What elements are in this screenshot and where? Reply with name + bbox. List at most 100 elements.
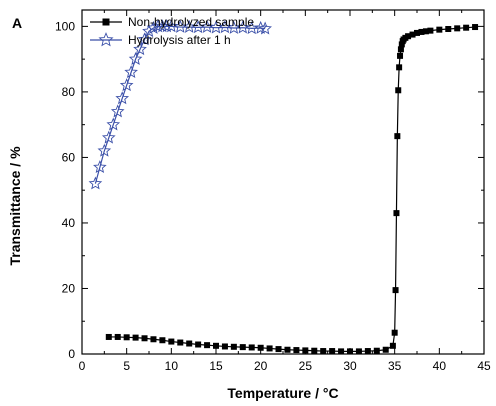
data-point bbox=[373, 347, 380, 354]
data-point bbox=[347, 348, 353, 355]
data-point bbox=[355, 348, 362, 355]
data-point bbox=[213, 342, 219, 349]
data-point bbox=[454, 25, 461, 32]
x-tick-label: 5 bbox=[123, 359, 130, 373]
x-tick-label: 30 bbox=[343, 359, 357, 373]
data-point bbox=[397, 46, 404, 53]
data-point bbox=[105, 333, 112, 340]
data-point bbox=[422, 28, 429, 35]
data-point bbox=[427, 27, 434, 34]
y-tick-label: 0 bbox=[68, 347, 75, 361]
data-point bbox=[248, 344, 255, 351]
data-point bbox=[398, 41, 405, 48]
data-point bbox=[230, 343, 237, 350]
data-point bbox=[258, 21, 272, 35]
data-point bbox=[164, 19, 179, 33]
data-point bbox=[186, 340, 193, 347]
data-point bbox=[284, 346, 291, 353]
data-point bbox=[257, 344, 264, 351]
data-point bbox=[124, 65, 138, 79]
y-tick-label: 60 bbox=[62, 150, 76, 164]
legend-marker bbox=[98, 32, 114, 47]
data-point bbox=[177, 339, 184, 346]
data-point bbox=[142, 24, 156, 38]
data-point bbox=[195, 341, 202, 348]
legend-marker bbox=[102, 18, 110, 26]
data-point bbox=[123, 334, 130, 341]
y-tick-label: 100 bbox=[55, 19, 75, 33]
x-tick-label: 15 bbox=[209, 359, 223, 373]
x-tick-label: 25 bbox=[299, 359, 313, 373]
data-point bbox=[472, 24, 479, 31]
data-point bbox=[204, 342, 211, 349]
data-point bbox=[382, 346, 389, 353]
data-point bbox=[396, 64, 403, 71]
data-point bbox=[160, 19, 174, 33]
data-point bbox=[106, 117, 121, 131]
data-point bbox=[137, 32, 152, 46]
data-point bbox=[391, 329, 398, 336]
data-point bbox=[119, 78, 134, 92]
legend: Non-hydrolyzed sample Hydrolysis after 1 … bbox=[90, 15, 254, 47]
data-point bbox=[97, 143, 112, 157]
x-tick-label: 0 bbox=[79, 359, 86, 373]
data-point bbox=[389, 342, 396, 349]
series-2 bbox=[88, 19, 272, 190]
panel-label: A bbox=[12, 15, 22, 31]
y-axis-label: Transmittance / % bbox=[7, 146, 23, 266]
data-point bbox=[320, 348, 327, 355]
data-point bbox=[395, 87, 402, 94]
legend-label: Non-hydrolyzed sample bbox=[128, 15, 254, 29]
x-tick-label: 45 bbox=[477, 359, 491, 373]
data-point bbox=[445, 26, 452, 33]
data-point bbox=[110, 104, 125, 118]
data-point bbox=[397, 52, 404, 59]
data-point bbox=[293, 347, 300, 354]
y-tick-label: 80 bbox=[62, 85, 76, 99]
data-point bbox=[114, 333, 121, 340]
plot-frame bbox=[81, 9, 485, 355]
data-point bbox=[133, 42, 147, 56]
data-point bbox=[418, 28, 425, 35]
data-point bbox=[159, 337, 166, 344]
series-layer bbox=[88, 19, 479, 355]
data-point bbox=[132, 334, 139, 341]
data-point bbox=[409, 31, 416, 38]
data-point bbox=[128, 51, 143, 65]
data-point bbox=[88, 176, 103, 190]
data-point bbox=[266, 345, 273, 352]
data-point bbox=[115, 91, 130, 105]
data-point bbox=[392, 287, 399, 294]
legend-label: Hydrolysis after 1 h bbox=[128, 33, 231, 47]
series-1 bbox=[105, 24, 479, 355]
data-point bbox=[150, 336, 157, 343]
data-point bbox=[253, 20, 268, 34]
plot-axes: 0 5 10 15 20 25 30 35 40 45 0 20 40 60 80 100 bbox=[55, 9, 491, 373]
data-point bbox=[414, 29, 420, 36]
x-tick-label: 20 bbox=[254, 359, 268, 373]
data-point bbox=[141, 335, 148, 342]
data-point bbox=[168, 338, 175, 345]
x-tick-label: 10 bbox=[165, 359, 179, 373]
x-tick-label: 40 bbox=[433, 359, 447, 373]
data-point bbox=[200, 19, 214, 33]
data-point bbox=[218, 20, 232, 34]
x-axis-label: Temperature / °C bbox=[227, 385, 338, 401]
series-line bbox=[94, 25, 266, 184]
data-point bbox=[463, 24, 470, 31]
y-tick-label: 40 bbox=[62, 216, 76, 230]
x-tick-label: 35 bbox=[388, 359, 402, 373]
data-point bbox=[329, 348, 336, 355]
data-point bbox=[394, 133, 401, 140]
data-point bbox=[93, 160, 107, 174]
data-point bbox=[436, 26, 443, 33]
data-point bbox=[364, 348, 371, 355]
data-point bbox=[101, 130, 116, 144]
data-point bbox=[275, 346, 282, 353]
data-point bbox=[235, 20, 250, 34]
data-point bbox=[338, 348, 345, 355]
data-point bbox=[221, 343, 228, 350]
data-point bbox=[302, 347, 309, 354]
data-point bbox=[405, 33, 412, 40]
data-point bbox=[393, 210, 400, 217]
